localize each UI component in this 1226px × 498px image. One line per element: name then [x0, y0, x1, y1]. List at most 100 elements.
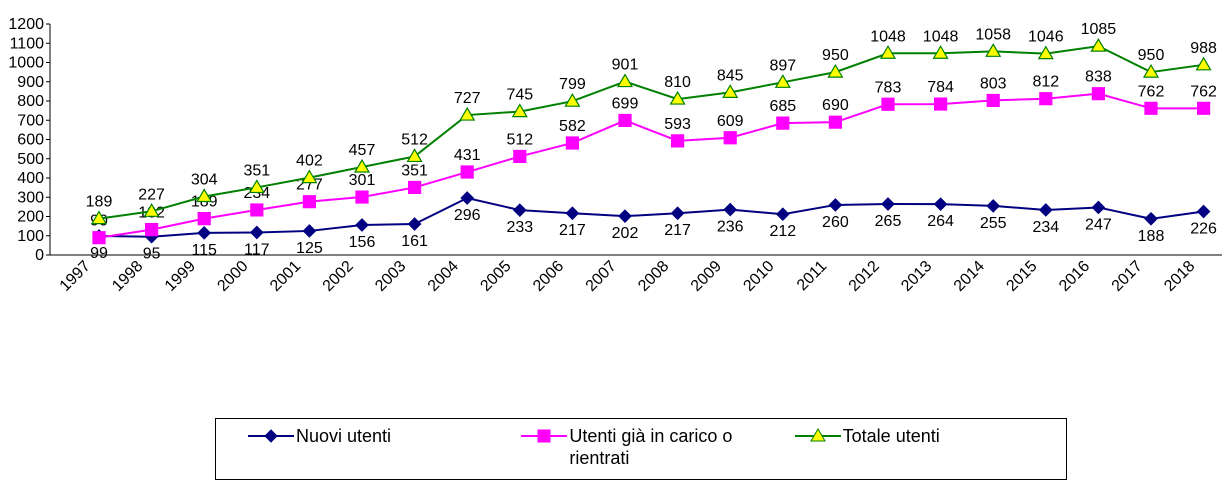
- y-tick-label: 100: [17, 228, 44, 245]
- y-tick-label: 500: [17, 151, 44, 168]
- data-label: 296: [454, 207, 481, 224]
- data-label: 236: [717, 219, 744, 236]
- data-label: 727: [454, 90, 481, 107]
- legend-entry: Nuovi utenti: [246, 425, 519, 479]
- marker: [355, 218, 369, 232]
- marker: [1091, 200, 1106, 215]
- marker: [249, 225, 264, 240]
- data-label: 99: [90, 245, 108, 262]
- x-tick-label: 1997: [57, 258, 94, 295]
- series-line: [98, 92, 1204, 239]
- y-tick-label: 800: [17, 93, 44, 110]
- data-label: 1048: [923, 28, 959, 45]
- x-tick-label: 2004: [425, 258, 462, 295]
- data-label: 685: [769, 98, 796, 115]
- data-label: 783: [875, 79, 902, 96]
- y-tick-label: 0: [35, 247, 44, 264]
- x-tick-label: 2000: [214, 258, 251, 295]
- marker: [776, 116, 790, 130]
- marker: [302, 224, 317, 238]
- data-label: 1085: [1081, 21, 1117, 38]
- marker: [1144, 101, 1158, 115]
- data-label: 351: [401, 162, 428, 179]
- data-label: 593: [664, 116, 691, 133]
- marker: [1196, 204, 1211, 219]
- x-tick-label: 2016: [1056, 258, 1093, 295]
- legend-swatch: [794, 428, 841, 442]
- legend-label: Nuovi utenti: [296, 426, 392, 446]
- marker: [407, 217, 422, 231]
- data-label: 351: [243, 162, 270, 179]
- x-tick-label: 2007: [583, 258, 620, 295]
- data-label: 265: [875, 213, 902, 230]
- legend-marker: [537, 429, 551, 443]
- x-tick-label: 2017: [1109, 258, 1146, 295]
- data-label: 227: [138, 186, 165, 203]
- legend-marker: [809, 428, 826, 442]
- marker: [827, 63, 844, 78]
- marker: [828, 198, 843, 212]
- marker: [1142, 63, 1160, 78]
- marker: [1090, 37, 1107, 52]
- marker: [564, 93, 581, 107]
- marker: [723, 131, 737, 145]
- series-line: [98, 196, 1204, 238]
- data-label: 188: [1138, 228, 1165, 245]
- marker: [406, 148, 423, 163]
- y-tick-label: 900: [17, 74, 44, 91]
- data-label: 812: [1032, 74, 1059, 91]
- data-label: 226: [1190, 220, 1217, 237]
- legend-label: Utenti già in carico o rientrati: [569, 426, 733, 468]
- marker: [775, 207, 790, 222]
- data-label: 897: [769, 57, 796, 74]
- marker: [512, 203, 527, 217]
- data-label: 810: [664, 74, 691, 91]
- data-label: 125: [296, 240, 323, 257]
- marker: [250, 203, 264, 217]
- marker: [301, 169, 318, 184]
- marker: [881, 197, 895, 211]
- data-label: 304: [191, 171, 218, 188]
- data-label: 161: [401, 233, 428, 250]
- marker: [1039, 92, 1053, 106]
- legend-swatch: [521, 429, 568, 443]
- marker: [1038, 203, 1053, 217]
- x-tick-label: 1998: [109, 258, 146, 295]
- marker: [618, 113, 632, 128]
- data-label: 217: [559, 222, 586, 239]
- marker: [723, 202, 738, 217]
- x-tick-label: 2005: [477, 258, 514, 295]
- data-label: 988: [1190, 40, 1217, 57]
- data-label: 745: [506, 87, 533, 104]
- marker: [1091, 87, 1106, 101]
- data-label: 431: [454, 147, 481, 164]
- chart: 0 100 200 300 400 500 600 700 800 900 1000 1100 1200…: [8, 16, 1222, 295]
- y-tick-label: 1000: [8, 55, 44, 72]
- marker: [565, 136, 580, 150]
- marker: [933, 97, 948, 111]
- marker: [513, 149, 527, 164]
- x-tick-label: 2015: [1003, 258, 1040, 295]
- marker: [985, 43, 1002, 57]
- marker: [1196, 101, 1211, 115]
- data-label: 260: [822, 214, 849, 231]
- data-label: 212: [769, 223, 796, 240]
- marker: [197, 212, 211, 226]
- marker: [248, 179, 265, 194]
- data-label: 247: [1085, 216, 1112, 233]
- x-tick-label: 2010: [740, 258, 777, 295]
- marker: [722, 84, 739, 98]
- data-label: 950: [822, 47, 849, 64]
- data-label: 512: [506, 131, 533, 148]
- data-label: 264: [927, 213, 954, 230]
- legend-entry: Totale utenti: [793, 425, 1066, 479]
- data-label: 950: [1138, 47, 1165, 64]
- marker: [1195, 56, 1212, 71]
- data-label: 582: [559, 118, 586, 135]
- data-label: 202: [612, 225, 639, 242]
- y-tick-label: 700: [17, 112, 44, 129]
- data-label: 901: [612, 57, 639, 74]
- marker: [774, 74, 791, 88]
- data-label: 690: [822, 97, 849, 114]
- marker: [933, 197, 948, 212]
